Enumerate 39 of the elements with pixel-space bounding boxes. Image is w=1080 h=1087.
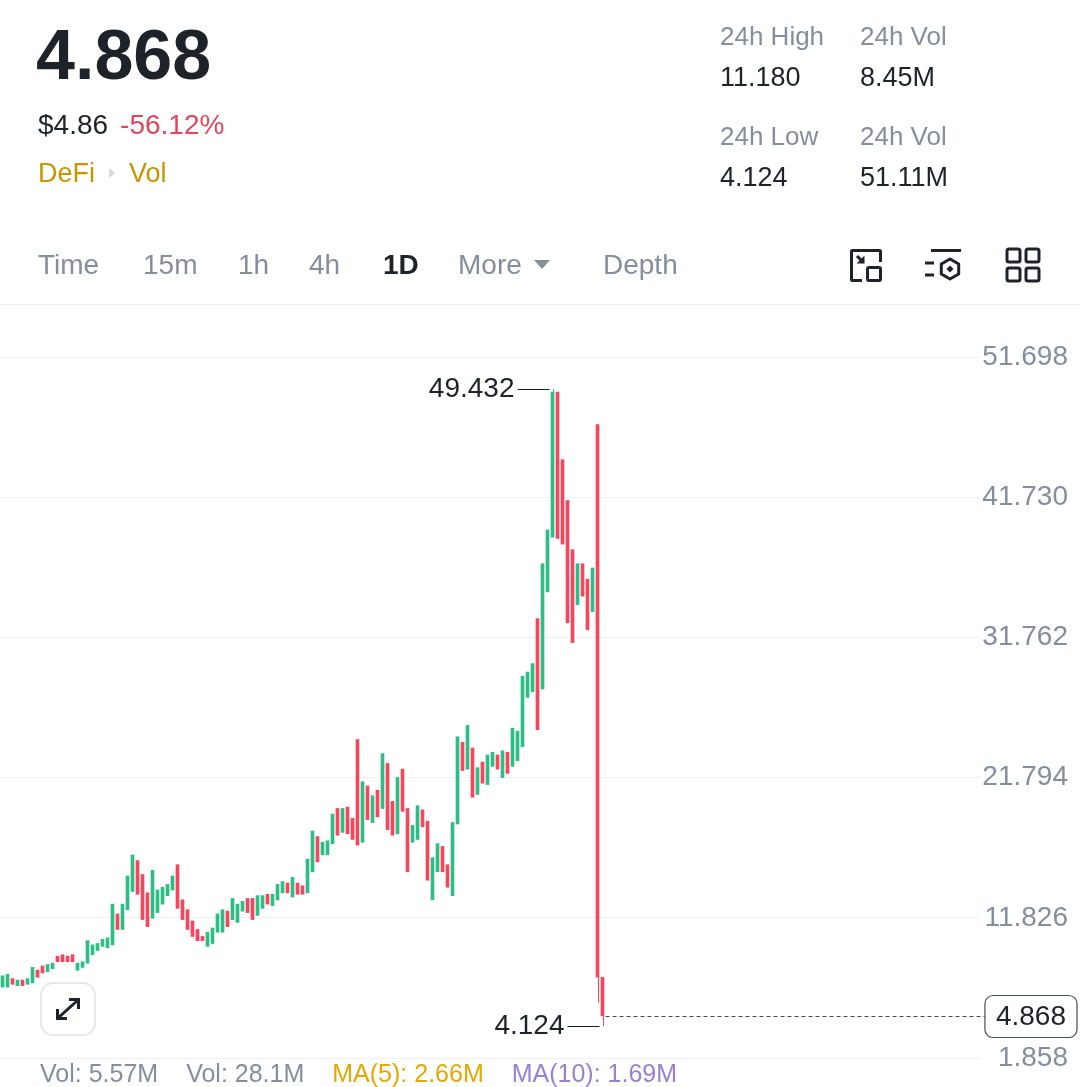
y-tick-label: 51.698 xyxy=(982,339,1068,371)
text: Vol xyxy=(129,156,167,190)
text: 4.124 xyxy=(720,160,788,194)
chart-title: 4.868 xyxy=(36,15,212,96)
y-tick-label: 1.858 xyxy=(997,1040,1068,1072)
text: MA(10): 1.69M xyxy=(511,1058,678,1087)
text: 24h Vol xyxy=(860,121,947,153)
text: 15m xyxy=(143,248,198,282)
y-tick-label: 41.730 xyxy=(982,479,1068,511)
chart-subtitle: $4.86 xyxy=(38,108,109,142)
text: MA(5): 2.66M xyxy=(332,1058,484,1087)
text: Vol: 28.1M xyxy=(186,1058,305,1087)
text: -56.12% xyxy=(120,108,225,142)
candlestick xyxy=(185,909,190,930)
text: Vol: 5.57M xyxy=(40,1058,159,1087)
text: 4h xyxy=(309,248,341,282)
text: 1D xyxy=(383,248,419,282)
candlestick xyxy=(85,940,90,964)
text: More xyxy=(458,248,522,282)
text: Depth xyxy=(603,248,678,282)
text: 1h xyxy=(238,248,270,282)
text: Time xyxy=(38,248,100,282)
candlestick xyxy=(505,751,510,774)
y-tick-label: 21.794 xyxy=(982,760,1068,792)
text: 24h Low xyxy=(720,121,819,153)
text: 24h Vol xyxy=(860,21,947,53)
text: 11.180 xyxy=(720,60,801,94)
y-tick-label: 31.762 xyxy=(982,620,1068,652)
annotation: 4.124 xyxy=(494,1009,565,1041)
text: 51.11M xyxy=(860,160,949,194)
text: 8.45M xyxy=(860,60,936,94)
text: 24h High xyxy=(720,21,825,53)
candlestick xyxy=(235,903,240,923)
text: DeFi xyxy=(38,156,96,190)
candlestick xyxy=(255,895,260,916)
y-tick-label: 11.826 xyxy=(984,900,1068,932)
ref-line-label: 4.868 xyxy=(995,1000,1066,1032)
candlestick xyxy=(445,864,450,888)
annotation: 49.432 xyxy=(428,372,515,404)
